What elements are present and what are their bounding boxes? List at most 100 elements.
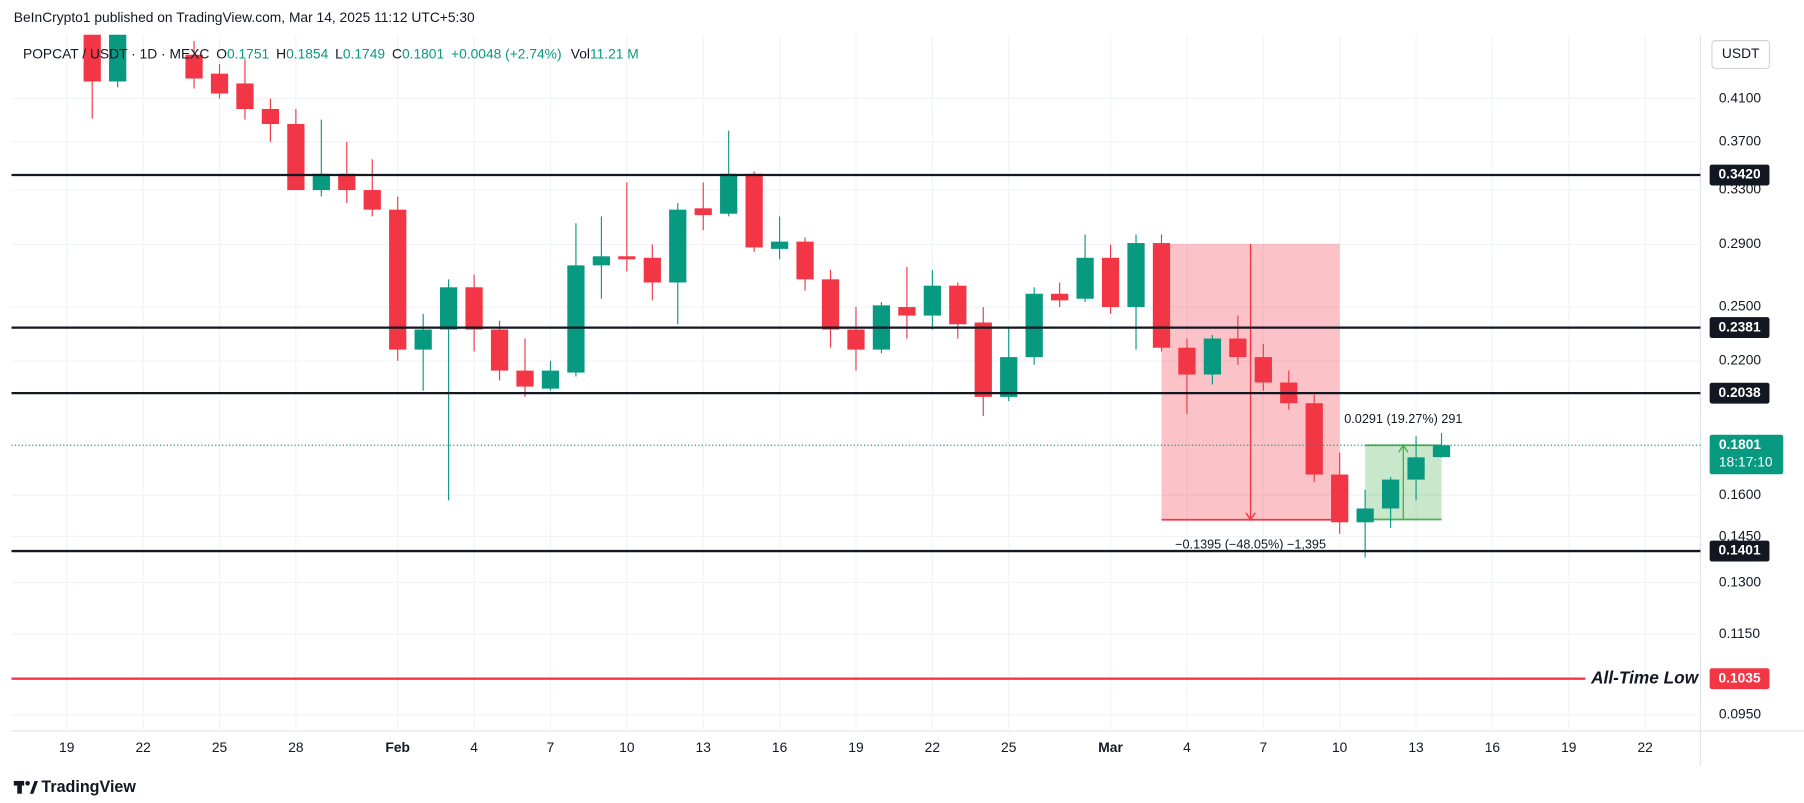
y-tick-label: 0.1150 bbox=[1719, 625, 1760, 641]
volume-value: 11.21 M bbox=[590, 45, 639, 61]
level-label: 0.1401 bbox=[1718, 542, 1760, 558]
x-tick-label: 25 bbox=[1001, 739, 1017, 755]
candle-body bbox=[287, 124, 305, 191]
atl-text: All-Time Low bbox=[1590, 667, 1700, 687]
candle-body bbox=[1127, 243, 1145, 308]
candle-body bbox=[83, 34, 101, 82]
candle-body bbox=[949, 285, 967, 325]
y-tick-label: 0.2900 bbox=[1719, 235, 1761, 251]
x-tick-label: 7 bbox=[547, 739, 555, 755]
last-price-label: 0.1801 bbox=[1719, 436, 1761, 452]
candle-body bbox=[1305, 403, 1323, 475]
y-tick-label: 0.1600 bbox=[1719, 486, 1761, 502]
candle-body bbox=[796, 241, 814, 280]
level-label: 0.2038 bbox=[1718, 384, 1760, 400]
unit-button[interactable] bbox=[1711, 40, 1771, 70]
candle-body bbox=[363, 190, 381, 210]
candle-body bbox=[516, 370, 534, 387]
candle-body bbox=[440, 287, 458, 330]
candle-body bbox=[465, 287, 483, 330]
x-tick-label: 19 bbox=[1561, 739, 1577, 755]
level-label: 0.2381 bbox=[1718, 318, 1760, 334]
countdown: 18:17:10 bbox=[1719, 453, 1773, 469]
x-tick-label: Feb bbox=[385, 739, 410, 755]
candle-body bbox=[745, 173, 763, 248]
x-tick-label: 19 bbox=[848, 739, 864, 755]
range-label: −0.1395 (−48.05%) −1,395 bbox=[1175, 537, 1326, 552]
axis-unit[interactable]: USDT bbox=[1722, 45, 1760, 61]
x-tick-label: 22 bbox=[135, 739, 151, 755]
x-tick-label: 10 bbox=[1332, 739, 1348, 755]
field-key: H bbox=[276, 45, 286, 61]
candle-body bbox=[720, 173, 738, 214]
field-value: 0.1801 bbox=[402, 45, 444, 61]
x-tick-label: 22 bbox=[925, 739, 941, 755]
x-tick-label: 16 bbox=[1485, 739, 1501, 755]
field-value: 0.1749 bbox=[343, 45, 385, 61]
candle-body bbox=[974, 322, 992, 397]
candle-body bbox=[338, 173, 356, 191]
credit: BeInCrypto1 published on TradingView.com… bbox=[14, 9, 475, 25]
candle-body bbox=[1331, 474, 1349, 523]
x-tick-label: 13 bbox=[696, 739, 712, 755]
logo: TradingView bbox=[41, 778, 136, 796]
y-tick-label: 0.3700 bbox=[1719, 132, 1761, 148]
x-tick-label: 10 bbox=[619, 739, 635, 755]
y-tick-label: 0.1300 bbox=[1719, 573, 1761, 589]
x-tick-label: 7 bbox=[1259, 739, 1267, 755]
x-tick-label: Mar bbox=[1098, 739, 1123, 755]
candle-body bbox=[669, 209, 687, 283]
candle-body bbox=[109, 34, 127, 82]
candle-body bbox=[923, 285, 941, 316]
atl-label: 0.1035 bbox=[1718, 669, 1760, 685]
candle-body bbox=[261, 108, 280, 125]
candle-body bbox=[567, 265, 585, 373]
x-tick-label: 4 bbox=[470, 739, 478, 755]
candle-body bbox=[618, 256, 636, 260]
candle-body bbox=[1051, 293, 1069, 301]
candle-body bbox=[414, 329, 432, 350]
candle-body bbox=[1178, 347, 1196, 375]
x-tick-label: 28 bbox=[288, 739, 304, 755]
candle-body bbox=[541, 370, 560, 389]
field-value: 0.1854 bbox=[286, 45, 328, 61]
x-tick-label: 22 bbox=[1638, 739, 1654, 755]
y-tick-label: 0.4100 bbox=[1719, 89, 1761, 105]
atl-tag bbox=[1709, 668, 1770, 690]
field-key: L bbox=[335, 45, 343, 61]
candle-body bbox=[643, 257, 661, 283]
candle-body bbox=[1101, 257, 1120, 308]
range-label: 0.0291 (19.27%) 291 bbox=[1344, 411, 1462, 426]
header: POPCAT / USDT · 1D · MEXC O0.1751 H0.1854 L… bbox=[23, 45, 639, 61]
level-tag bbox=[1709, 317, 1770, 339]
candle-body bbox=[592, 256, 611, 266]
y-tick-label: 0.2200 bbox=[1719, 352, 1761, 368]
candle-body bbox=[1356, 508, 1374, 523]
candle-body bbox=[210, 73, 229, 94]
x-tick-label: 16 bbox=[772, 739, 788, 755]
candle-body bbox=[1152, 243, 1171, 348]
level-label: 0.3420 bbox=[1718, 166, 1760, 182]
candle-body bbox=[1254, 357, 1272, 383]
candle-body bbox=[898, 307, 916, 316]
field-value: 0.1751 bbox=[227, 45, 269, 61]
x-tick-label: 19 bbox=[59, 739, 75, 755]
y-tick-label: 0.2500 bbox=[1719, 298, 1761, 314]
level-tag bbox=[1709, 540, 1770, 562]
candle-body bbox=[185, 54, 203, 79]
field-key: O bbox=[216, 45, 227, 61]
candle-body bbox=[389, 209, 407, 350]
candle-body bbox=[821, 279, 840, 330]
candle-body bbox=[1229, 338, 1247, 358]
level-tag bbox=[1709, 164, 1770, 186]
volume-key: Vol bbox=[571, 45, 590, 61]
level-tag bbox=[1709, 382, 1770, 404]
candle-body bbox=[1025, 293, 1043, 358]
symbol: POPCAT / USDT · 1D · MEXC bbox=[23, 45, 209, 61]
candle-body bbox=[312, 173, 330, 191]
field-key: C bbox=[392, 45, 402, 61]
candle-body bbox=[1432, 445, 1451, 458]
candle-body bbox=[490, 329, 509, 371]
